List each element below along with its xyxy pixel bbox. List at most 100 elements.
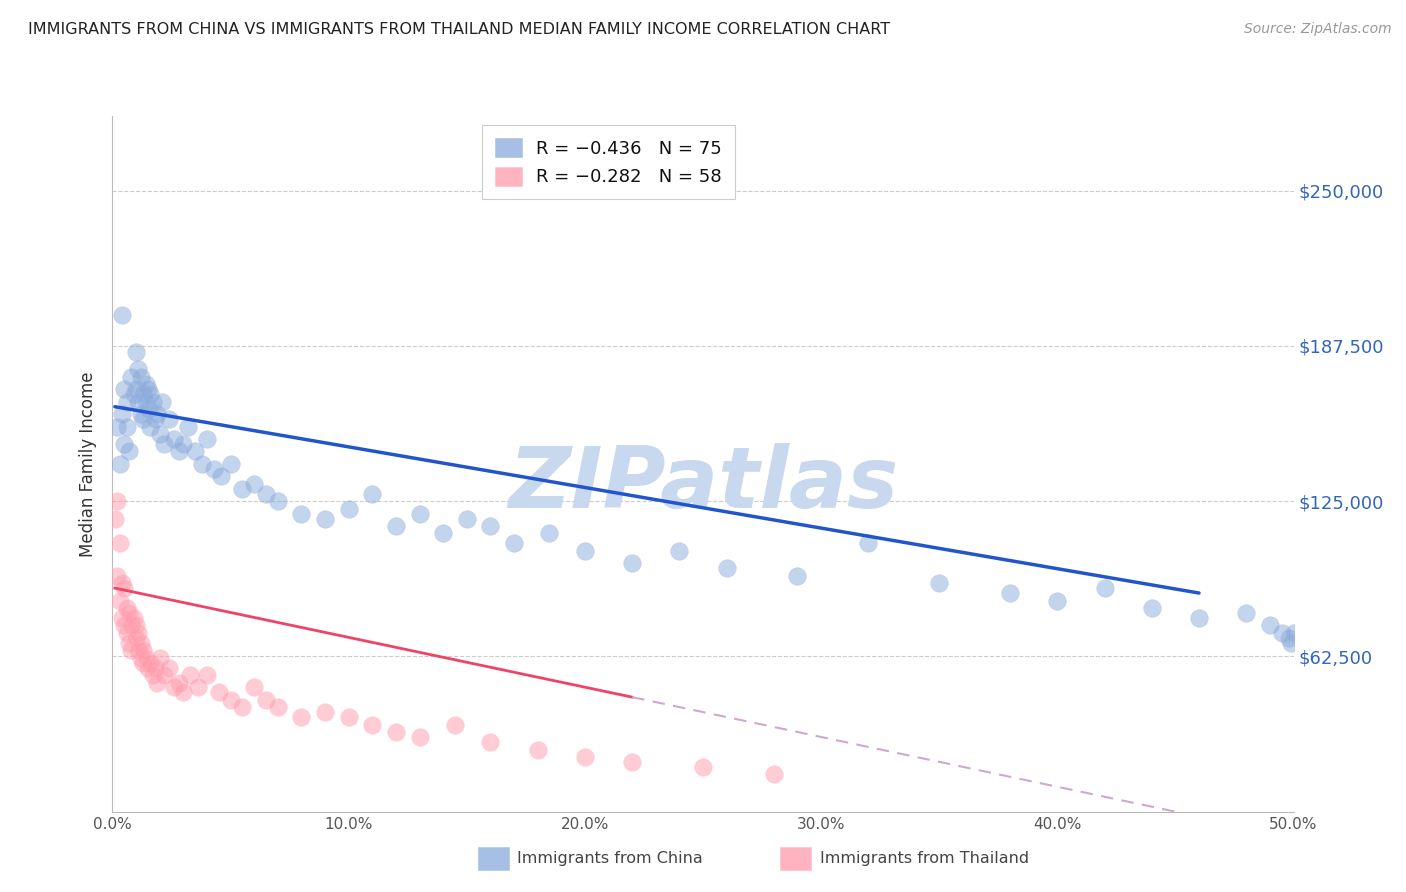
Point: [122, 387, 145, 401]
Point: [267, 700, 290, 714]
Point: [120, 369, 142, 384]
Point: [290, 507, 312, 521]
Point: [129, 407, 152, 421]
Point: [125, 631, 148, 645]
Point: [112, 581, 135, 595]
Point: [191, 457, 214, 471]
Point: [105, 419, 128, 434]
Point: [108, 536, 131, 550]
Point: [432, 526, 454, 541]
Point: [361, 486, 384, 500]
Point: [127, 625, 149, 640]
Point: [1094, 581, 1116, 595]
Point: [290, 710, 312, 724]
Point: [444, 717, 467, 731]
Point: [716, 561, 738, 575]
Point: [1278, 631, 1301, 645]
Point: [202, 462, 225, 476]
Point: [122, 611, 145, 625]
Point: [111, 576, 134, 591]
Point: [408, 730, 430, 744]
Point: [120, 643, 142, 657]
Point: [108, 593, 131, 607]
Point: [167, 444, 190, 458]
Point: [111, 407, 134, 421]
Point: [127, 394, 149, 409]
Point: [209, 469, 232, 483]
Point: [186, 681, 208, 695]
Point: [314, 511, 336, 525]
Point: [1234, 606, 1257, 620]
Point: [125, 345, 148, 359]
Point: [408, 507, 430, 521]
Text: Immigrants from China: Immigrants from China: [517, 852, 703, 866]
Point: [1188, 611, 1211, 625]
Point: [146, 675, 169, 690]
Point: [1271, 625, 1294, 640]
Point: [526, 742, 548, 756]
Text: IMMIGRANTS FROM CHINA VS IMMIGRANTS FROM THAILAND MEDIAN FAMILY INCOME CORRELATI: IMMIGRANTS FROM CHINA VS IMMIGRANTS FROM…: [28, 22, 890, 37]
Point: [135, 377, 157, 392]
Point: [105, 494, 128, 508]
Point: [668, 544, 690, 558]
Point: [118, 606, 141, 620]
Point: [163, 432, 186, 446]
Point: [115, 394, 138, 409]
Point: [157, 660, 180, 674]
Point: [314, 706, 336, 720]
Point: [172, 437, 194, 451]
Point: [337, 501, 360, 516]
Point: [456, 511, 478, 525]
Point: [115, 601, 138, 615]
Point: [108, 457, 131, 471]
Point: [243, 476, 266, 491]
Point: [142, 394, 165, 409]
Point: [135, 650, 157, 665]
Point: [385, 725, 408, 739]
Point: [208, 685, 231, 699]
Point: [139, 387, 162, 401]
Point: [149, 427, 172, 442]
Point: [503, 536, 526, 550]
Legend: R = −0.436   N = 75, R = −0.282   N = 58: R = −0.436 N = 75, R = −0.282 N = 58: [482, 125, 735, 199]
Point: [172, 685, 194, 699]
Point: [132, 412, 155, 426]
Point: [692, 760, 714, 774]
Point: [132, 643, 155, 657]
Point: [479, 519, 502, 533]
Point: [621, 755, 644, 769]
Point: [1258, 618, 1281, 632]
Point: [479, 735, 502, 749]
Text: Immigrants from Thailand: Immigrants from Thailand: [820, 852, 1029, 866]
Point: [267, 494, 290, 508]
Point: [112, 618, 135, 632]
Point: [337, 710, 360, 724]
Point: [149, 650, 172, 665]
Point: [574, 544, 596, 558]
Point: [135, 394, 157, 409]
Point: [163, 681, 186, 695]
Point: [195, 432, 218, 446]
Point: [167, 675, 190, 690]
Point: [361, 717, 384, 731]
Point: [136, 660, 159, 674]
Point: [129, 369, 152, 384]
Point: [574, 750, 596, 764]
Point: [139, 419, 162, 434]
Point: [1140, 601, 1163, 615]
Point: [621, 556, 644, 570]
Point: [127, 362, 149, 376]
Point: [179, 668, 201, 682]
Point: [118, 444, 141, 458]
Point: [136, 402, 159, 417]
Point: [243, 681, 266, 695]
Point: [136, 382, 159, 396]
Point: [132, 656, 155, 670]
Point: [142, 668, 165, 682]
Point: [538, 526, 561, 541]
Text: Source: ZipAtlas.com: Source: ZipAtlas.com: [1244, 22, 1392, 37]
Point: [115, 419, 138, 434]
Point: [858, 536, 880, 550]
Point: [153, 668, 176, 682]
Point: [1046, 593, 1069, 607]
